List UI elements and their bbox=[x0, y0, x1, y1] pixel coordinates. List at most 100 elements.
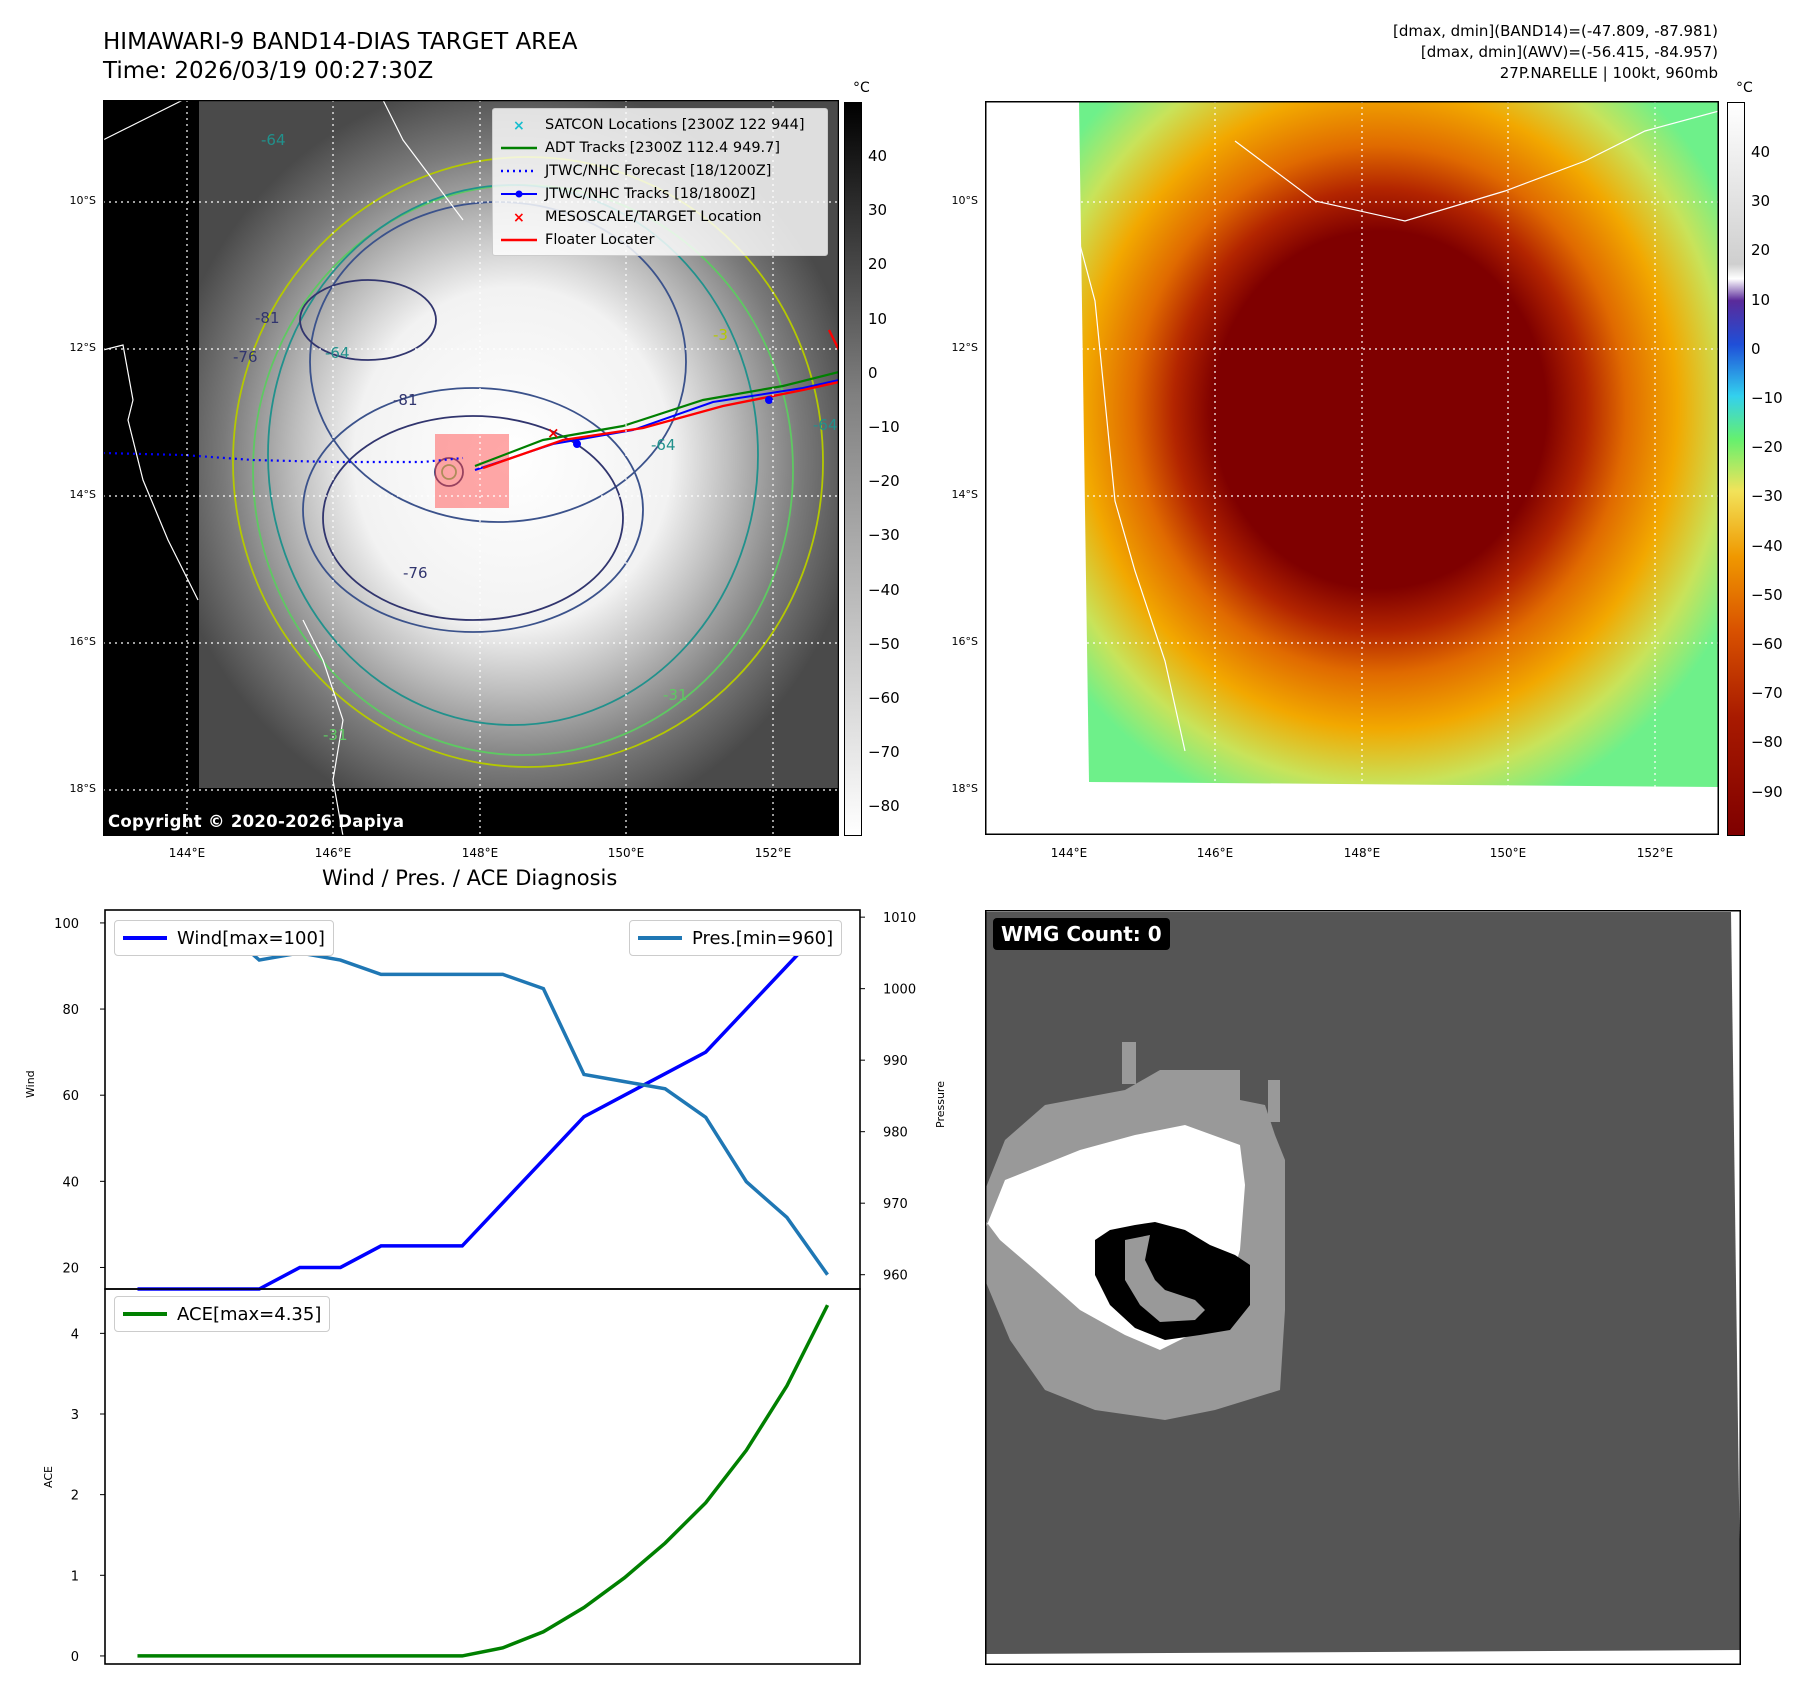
colorbar-tick-label: −10 bbox=[868, 418, 900, 436]
lon-label: 146°E bbox=[1196, 846, 1234, 860]
lon-label: 146°E bbox=[314, 846, 352, 860]
lat-label: 18°S bbox=[951, 782, 978, 795]
pres-legend: Pres.[min=960] bbox=[629, 920, 843, 956]
colorbar-tick-label: −20 bbox=[868, 472, 900, 491]
contour-label: -64 bbox=[813, 416, 838, 434]
lon-label: 144°E bbox=[1050, 846, 1088, 860]
colorbar2-unit: °C bbox=[1736, 80, 1753, 96]
colorbar-tick-label: 0 bbox=[1751, 339, 1761, 358]
pressure-tick-label: 970 bbox=[883, 1197, 908, 1212]
colorbar2 bbox=[1727, 102, 1745, 836]
contour-label: -76 bbox=[403, 564, 428, 582]
lon-label: 148°E bbox=[1343, 846, 1381, 860]
lat-label: 16°S bbox=[951, 635, 978, 648]
info-line3: 27P.NARELLE | 100kt, 960mb bbox=[1499, 64, 1718, 82]
ace-tick-label: 4 bbox=[71, 1327, 79, 1342]
lon-label: 152°E bbox=[754, 846, 792, 860]
colorbar-tick-label: 10 bbox=[1751, 290, 1771, 309]
ace-series-line bbox=[137, 1304, 830, 1658]
wmg-map bbox=[985, 910, 1741, 1665]
contour-label: -31 bbox=[663, 686, 688, 704]
target-marker: × bbox=[547, 424, 560, 442]
legend-item: Floater Locater bbox=[501, 231, 655, 248]
floater-track bbox=[482, 380, 839, 470]
forecast-track bbox=[103, 451, 464, 464]
lon-label: 148°E bbox=[461, 846, 499, 860]
colorbar-tick-label: −30 bbox=[1751, 487, 1783, 506]
colorbar-tick-label: −40 bbox=[1751, 536, 1783, 555]
lon-label: 150°E bbox=[607, 846, 645, 860]
pressure-tick-label: 1010 bbox=[883, 911, 916, 926]
diagnosis-chart: 20 40 60 80 100 960 970 980 990 1000 1010 0 1 2 3 4 bbox=[54, 909, 916, 1665]
ace-tick-label: 3 bbox=[71, 1408, 79, 1423]
lat-label: 16°S bbox=[69, 635, 96, 648]
legend-item: × SATCON Locations [2300Z 122 944] bbox=[513, 116, 805, 134]
diagnosis-title: Wind / Pres. / ACE Diagnosis bbox=[322, 866, 618, 890]
copyright-text: Copyright © 2020-2026 Dapiya bbox=[108, 812, 405, 831]
lat-label: 10°S bbox=[69, 194, 96, 207]
pressure-axis-label: Pressure bbox=[934, 1081, 947, 1128]
adt-track bbox=[474, 370, 839, 468]
colorbar-tick-label: −80 bbox=[1751, 733, 1783, 752]
top-plot-frame bbox=[104, 909, 861, 1290]
legend-item: ADT Tracks [2300Z 112.4 949.7] bbox=[501, 139, 781, 156]
wind-tick-label: 40 bbox=[62, 1175, 79, 1190]
ace-axis-label: ACE bbox=[42, 1466, 55, 1488]
colorbar-tick-label: 30 bbox=[868, 201, 888, 220]
wind-series-line bbox=[137, 921, 829, 1291]
pressure-tick-label: 1000 bbox=[883, 983, 916, 998]
colorbar1 bbox=[844, 102, 862, 836]
ace-legend: ACE[max=4.35] bbox=[114, 1296, 331, 1332]
contour-label: -81 bbox=[393, 391, 418, 409]
info-line2: [dmax, dmin](AWV)=(-56.415, -84.957) bbox=[1420, 43, 1718, 61]
svg-text:×: × bbox=[513, 118, 525, 132]
awv-image-area bbox=[1079, 101, 1719, 787]
ace-tick-label: 0 bbox=[71, 1650, 79, 1665]
panel1-title-line1: HIMAWARI-9 BAND14-DIAS TARGET AREA bbox=[103, 29, 578, 55]
map-legend: × SATCON Locations [2300Z 122 944] ADT Tr… bbox=[492, 108, 828, 256]
contour-label: -76 bbox=[233, 348, 258, 366]
lon-label: 152°E bbox=[1636, 846, 1674, 860]
contour-label: -31 bbox=[323, 726, 348, 744]
wind-tick-label: 80 bbox=[62, 1003, 79, 1018]
colorbar-tick-label: 40 bbox=[868, 147, 888, 165]
wind-legend: Wind[max=100] bbox=[114, 920, 334, 956]
colorbar-tick-label: 40 bbox=[1751, 143, 1771, 161]
lon-label: 150°E bbox=[1489, 846, 1527, 860]
ace-tick-label: 1 bbox=[71, 1569, 79, 1584]
colorbar-tick-label: 10 bbox=[868, 309, 888, 328]
wind-tick-label: 60 bbox=[62, 1089, 79, 1104]
contour-label: -3 bbox=[713, 326, 728, 344]
colorbar-tick-label: −40 bbox=[868, 580, 900, 599]
contour-label: -81 bbox=[255, 309, 280, 327]
lat-label: 14°S bbox=[951, 488, 978, 501]
panel1-title-line2: Time: 2026/03/19 00:27:30Z bbox=[103, 58, 434, 84]
lat-label: 12°S bbox=[951, 341, 978, 354]
contour-label: -64 bbox=[325, 344, 350, 362]
lat-label: 14°S bbox=[69, 488, 96, 501]
contour-label: -64 bbox=[651, 436, 676, 454]
colorbar-tick-label: −80 bbox=[868, 797, 900, 816]
colorbar-tick-label: −70 bbox=[868, 743, 900, 762]
colorbar-tick-label: −90 bbox=[1751, 782, 1783, 801]
colorbar-tick-label: 20 bbox=[1751, 241, 1771, 260]
wind-axis-label: Wind bbox=[24, 1070, 37, 1098]
colorbar-tick-label: −30 bbox=[868, 526, 900, 545]
lat-label: 12°S bbox=[69, 341, 96, 354]
lat-label: 18°S bbox=[69, 782, 96, 795]
wind-tick-label: 20 bbox=[62, 1261, 79, 1276]
ace-tick-label: 2 bbox=[71, 1489, 79, 1504]
target-box bbox=[435, 434, 509, 508]
lon-label: 144°E bbox=[168, 846, 206, 860]
awv-map bbox=[985, 101, 1719, 835]
legend-item: JTWC/NHC Tracks [18/1800Z] bbox=[501, 182, 819, 205]
colorbar-tick-label: −20 bbox=[1751, 438, 1783, 457]
lat-label: 10°S bbox=[951, 194, 978, 207]
colorbar1-unit: °C bbox=[853, 80, 870, 96]
pressure-tick-label: 980 bbox=[883, 1126, 908, 1141]
info-line1: [dmax, dmin](BAND14)=(-47.809, -87.981) bbox=[1393, 22, 1718, 40]
svg-text:×: × bbox=[513, 210, 525, 224]
colorbar-tick-label: 0 bbox=[868, 363, 878, 382]
colorbar-tick-label: 30 bbox=[1751, 192, 1771, 211]
wind-tick-label: 100 bbox=[54, 917, 79, 932]
